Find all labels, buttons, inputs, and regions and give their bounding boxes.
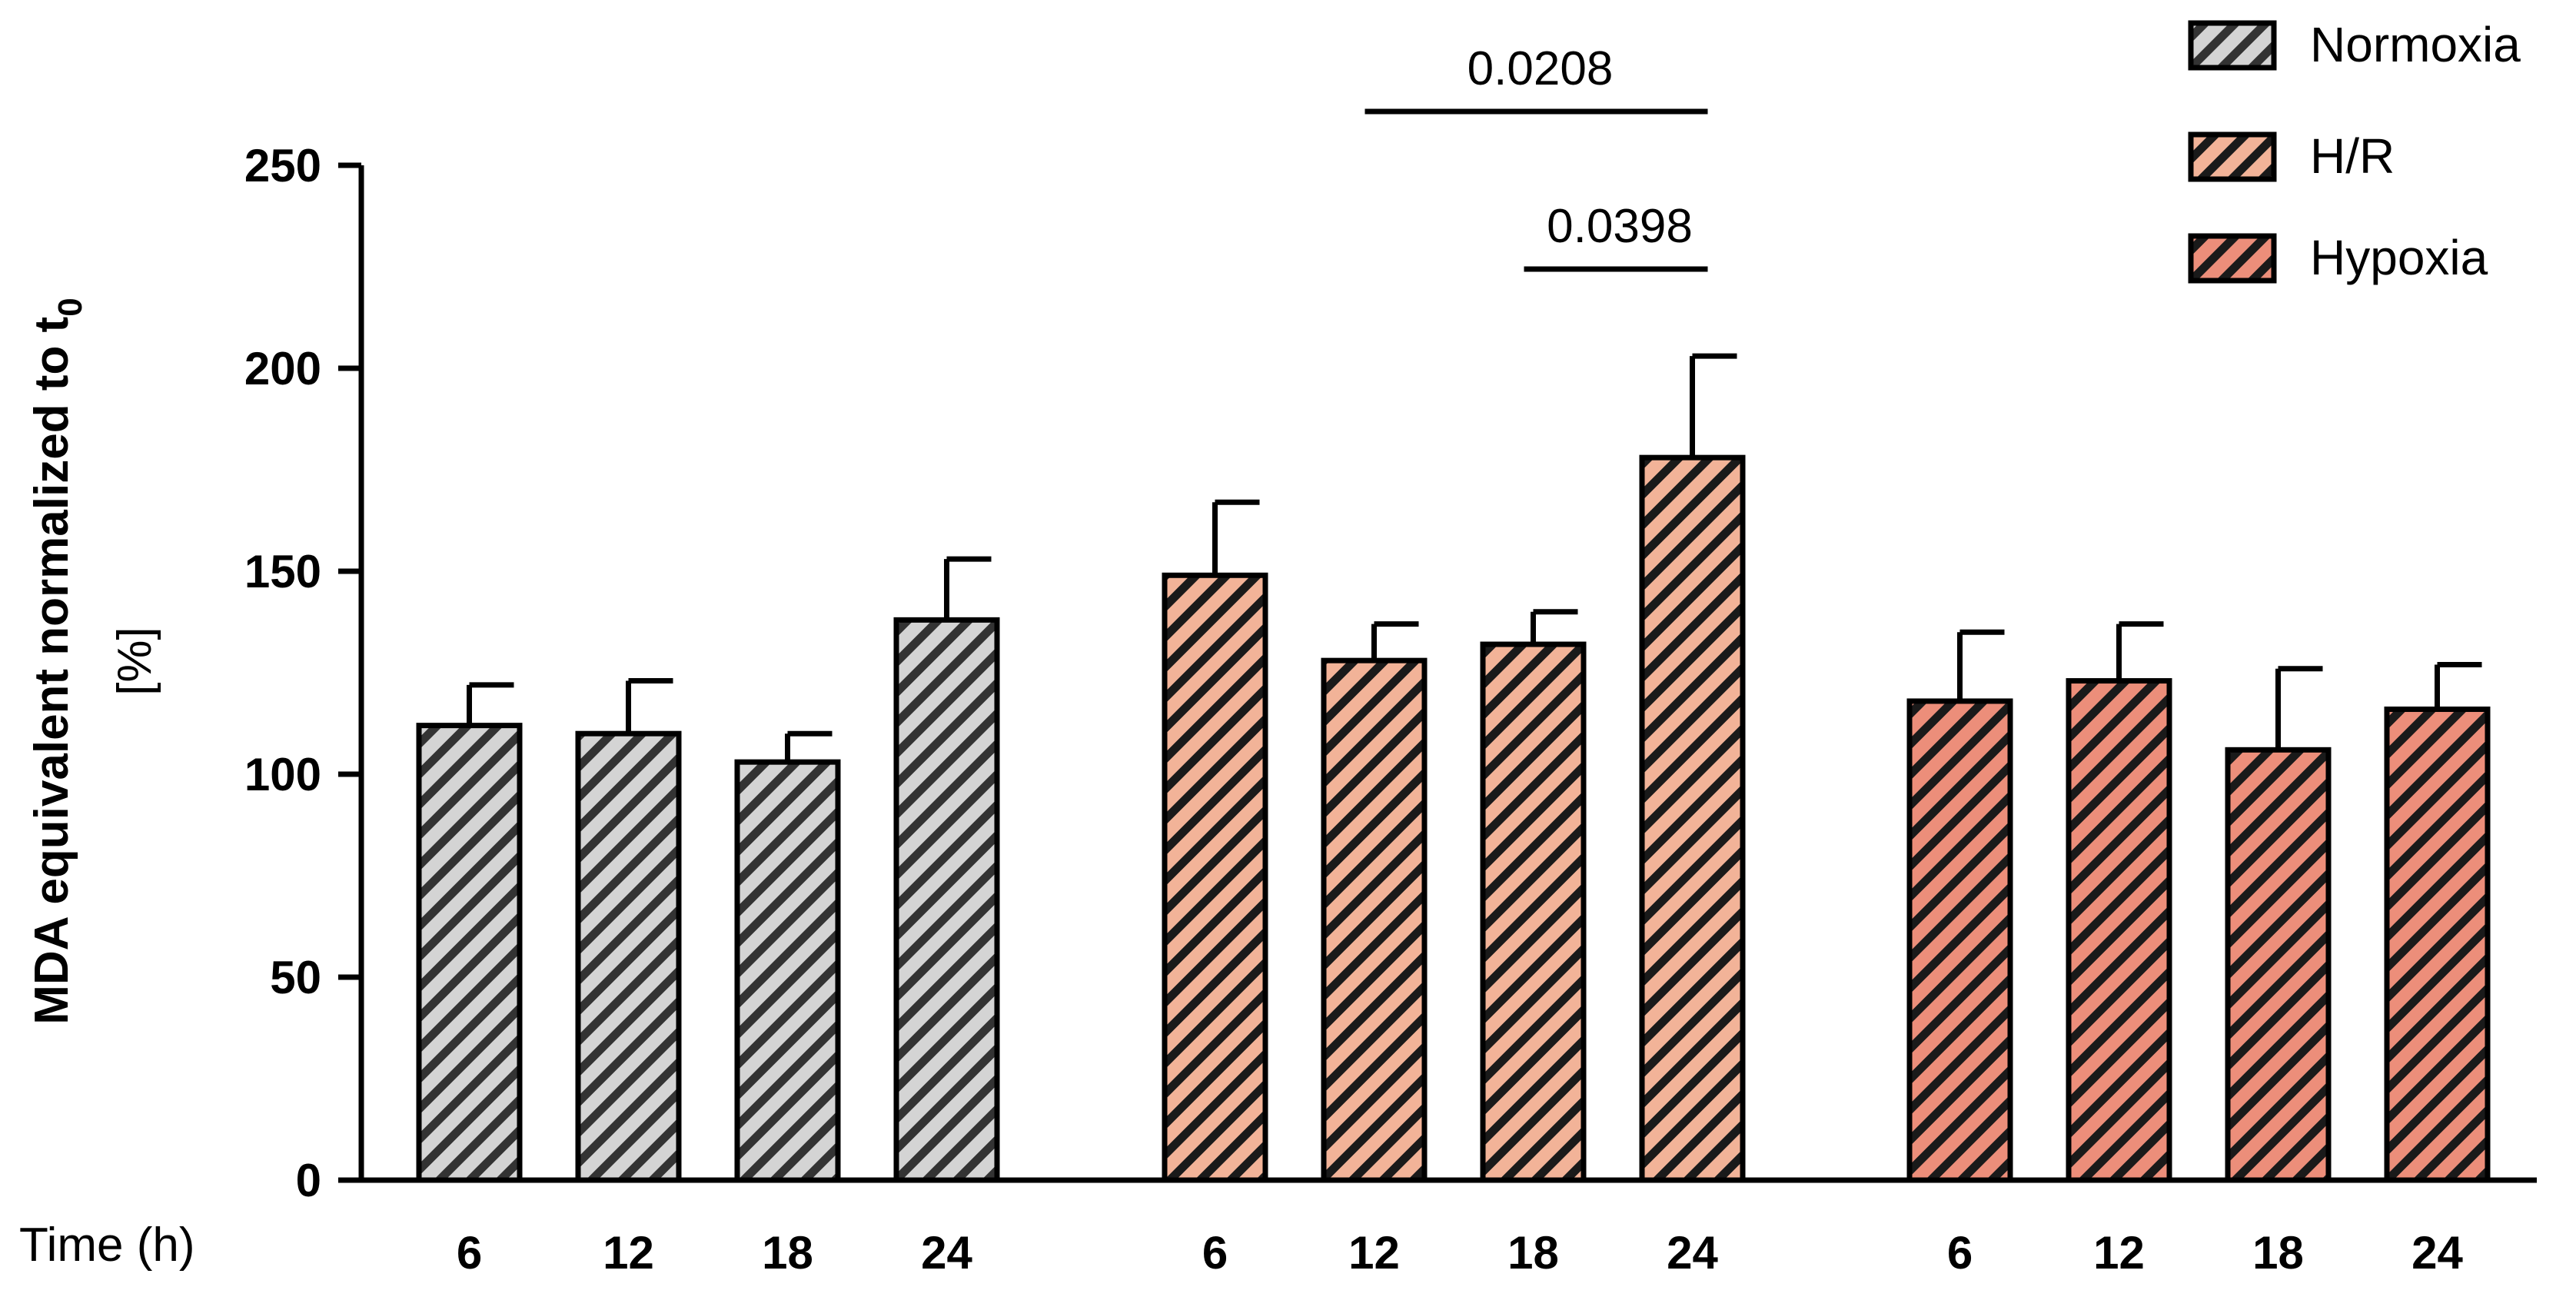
bar-normoxia-24 [893,617,1000,1183]
legend-label: H/R [2310,128,2395,184]
x-tick-label: 12 [603,1227,654,1279]
x-tick-label: 6 [1202,1227,1228,1279]
x-tick-label: 12 [2093,1227,2145,1279]
bar-normoxia-6 [416,723,523,1183]
bar-hypoxia-6 [1906,698,2013,1183]
significance-label: 0.0398 [1547,200,1693,253]
y-tick-label: 100 [244,749,321,800]
x-axis-label: Time (h) [19,1219,194,1272]
x-tick-label: 6 [457,1227,482,1279]
bar-normoxia-12 [575,730,682,1183]
y-tick-label: 250 [244,140,321,191]
x-tick-label: 18 [2252,1227,2304,1279]
y-tick-label: 200 [244,343,321,394]
significance-label: 0.0208 [1467,42,1614,95]
bar-h-r-24 [1639,454,1746,1183]
y-axis-label: MDA equivalent normalized to t0 [25,298,89,1024]
bar-h-r-6 [1162,572,1268,1183]
x-tick-label: 24 [921,1227,972,1279]
bar-normoxia-18 [734,759,841,1183]
x-tick-label: 12 [1348,1227,1400,1279]
bar-hypoxia-24 [2384,707,2491,1183]
bar-hypoxia-12 [2066,678,2172,1183]
x-tick-label: 6 [1947,1227,1973,1279]
y-tick-label: 0 [296,1155,321,1206]
y-tick-label: 50 [270,952,321,1003]
x-tick-label: 24 [1667,1227,1718,1279]
bar-h-r-18 [1480,641,1587,1183]
x-tick-label: 18 [1507,1227,1559,1279]
y-tick-label: 150 [244,546,321,597]
y-axis-unit: [%] [108,627,161,696]
x-tick-label: 18 [762,1227,813,1279]
bar-hypoxia-18 [2225,747,2332,1183]
legend-swatch [2188,20,2277,71]
legend-swatch [2188,233,2277,284]
legend-label: Hypoxia [2310,230,2488,285]
x-tick-label: 24 [2411,1227,2463,1279]
legend-label: Normoxia [2310,17,2521,72]
legend-swatch [2188,131,2277,182]
bar-h-r-12 [1321,657,1428,1183]
